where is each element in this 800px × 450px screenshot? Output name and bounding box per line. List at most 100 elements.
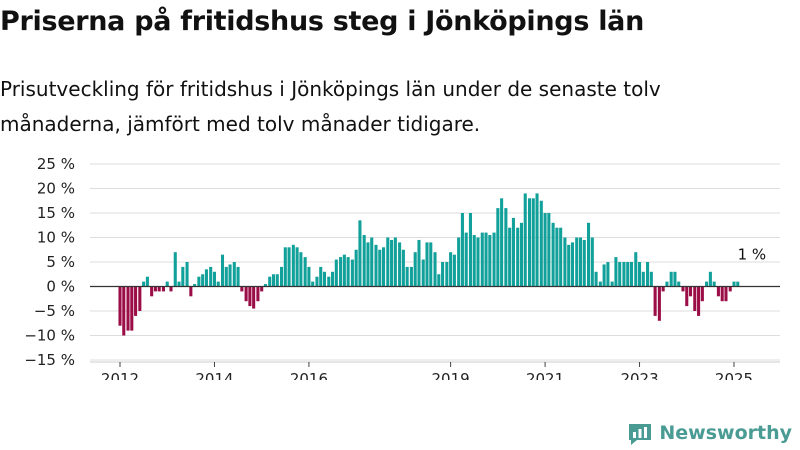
bar bbox=[393, 237, 397, 287]
bar bbox=[413, 252, 417, 287]
bar bbox=[527, 198, 532, 287]
bar bbox=[358, 220, 362, 287]
bar bbox=[228, 264, 232, 287]
bar bbox=[736, 281, 740, 287]
x-tick-label: 2014 bbox=[195, 370, 233, 380]
bar bbox=[681, 286, 685, 292]
y-tick-label: 20 % bbox=[37, 180, 75, 198]
bar bbox=[193, 284, 197, 287]
bar bbox=[236, 266, 240, 287]
bar bbox=[185, 262, 189, 287]
bar bbox=[519, 222, 523, 287]
bar bbox=[626, 262, 630, 287]
bar bbox=[480, 232, 484, 287]
bar bbox=[618, 262, 622, 287]
bar bbox=[504, 208, 508, 287]
bar bbox=[118, 286, 122, 326]
bar bbox=[350, 259, 354, 287]
bar bbox=[511, 217, 515, 287]
bar bbox=[728, 286, 732, 292]
bar bbox=[653, 286, 657, 316]
y-tick-label: 25 % bbox=[37, 155, 75, 173]
bar bbox=[150, 286, 154, 297]
bar bbox=[240, 286, 244, 292]
bar bbox=[484, 232, 488, 287]
bar bbox=[437, 274, 441, 287]
newsworthy-logo-text: Newsworthy bbox=[659, 422, 792, 444]
bar bbox=[134, 286, 138, 316]
bar bbox=[181, 266, 185, 287]
bar bbox=[689, 286, 693, 297]
bar bbox=[452, 254, 456, 287]
bar bbox=[708, 271, 712, 287]
bar bbox=[322, 271, 327, 287]
bar bbox=[362, 235, 366, 287]
bar bbox=[677, 281, 681, 287]
y-tick-label: −10 % bbox=[24, 327, 75, 345]
bar bbox=[169, 286, 173, 292]
bar bbox=[578, 237, 583, 287]
bar bbox=[386, 237, 390, 287]
bar bbox=[634, 252, 638, 287]
bar bbox=[649, 271, 653, 287]
bar bbox=[256, 286, 260, 302]
bar bbox=[189, 286, 193, 297]
bar bbox=[311, 281, 315, 287]
bar bbox=[457, 237, 461, 287]
bar bbox=[547, 213, 551, 287]
bar bbox=[476, 237, 480, 287]
bar bbox=[441, 262, 445, 287]
bar bbox=[173, 252, 177, 287]
bar bbox=[334, 259, 338, 287]
bar bbox=[559, 227, 563, 287]
bar bbox=[291, 244, 295, 287]
bar bbox=[405, 266, 409, 287]
y-tick-label: 15 % bbox=[37, 204, 75, 222]
bar bbox=[468, 213, 472, 287]
bar bbox=[142, 281, 146, 287]
bar bbox=[271, 274, 276, 287]
bar bbox=[602, 264, 606, 287]
bar bbox=[697, 286, 701, 316]
bar bbox=[445, 262, 449, 287]
bar bbox=[705, 281, 709, 287]
bar bbox=[339, 257, 343, 287]
bar bbox=[212, 271, 216, 287]
bar bbox=[539, 200, 543, 287]
bar bbox=[551, 222, 555, 287]
bar bbox=[641, 271, 645, 287]
bar bbox=[145, 276, 149, 287]
bar bbox=[342, 254, 346, 287]
newsworthy-logo: Newsworthy bbox=[627, 420, 792, 446]
bar bbox=[248, 286, 252, 307]
bar bbox=[263, 284, 268, 287]
bar bbox=[665, 281, 669, 287]
bar bbox=[354, 249, 358, 287]
bar bbox=[492, 232, 496, 287]
x-tick-label: 2023 bbox=[620, 370, 658, 380]
bar bbox=[531, 198, 535, 287]
bar bbox=[307, 266, 311, 287]
bars bbox=[118, 193, 740, 336]
bar bbox=[122, 286, 126, 336]
bar bbox=[610, 281, 614, 287]
bar bbox=[421, 259, 425, 287]
bar bbox=[669, 271, 673, 287]
bar bbox=[646, 262, 650, 287]
bar bbox=[716, 286, 720, 297]
bar bbox=[460, 213, 464, 287]
bar bbox=[516, 227, 520, 287]
chart-title: Priserna på fritidshus steg i Jönköpings… bbox=[0, 6, 645, 37]
bar bbox=[382, 247, 386, 287]
y-tick-label: 10 % bbox=[37, 229, 75, 247]
bar bbox=[201, 274, 205, 287]
bar bbox=[161, 286, 165, 292]
bar bbox=[319, 266, 323, 287]
bar bbox=[732, 281, 736, 287]
bar bbox=[268, 276, 272, 287]
bar bbox=[555, 227, 559, 287]
bar bbox=[488, 235, 492, 287]
bar bbox=[303, 257, 307, 287]
x-tick-label: 2025 bbox=[715, 370, 753, 380]
bar bbox=[657, 286, 661, 321]
